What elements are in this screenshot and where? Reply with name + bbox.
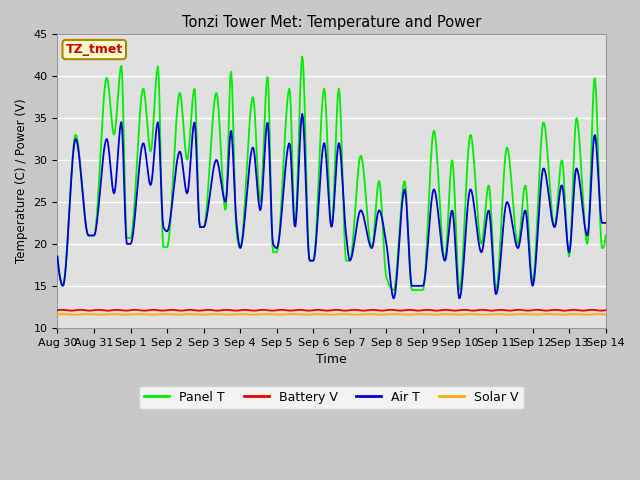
Legend: Panel T, Battery V, Air T, Solar V: Panel T, Battery V, Air T, Solar V [140, 385, 524, 408]
Y-axis label: Temperature (C) / Power (V): Temperature (C) / Power (V) [15, 98, 28, 263]
Title: Tonzi Tower Met: Temperature and Power: Tonzi Tower Met: Temperature and Power [182, 15, 481, 30]
X-axis label: Time: Time [316, 353, 347, 366]
Text: TZ_tmet: TZ_tmet [66, 43, 123, 56]
